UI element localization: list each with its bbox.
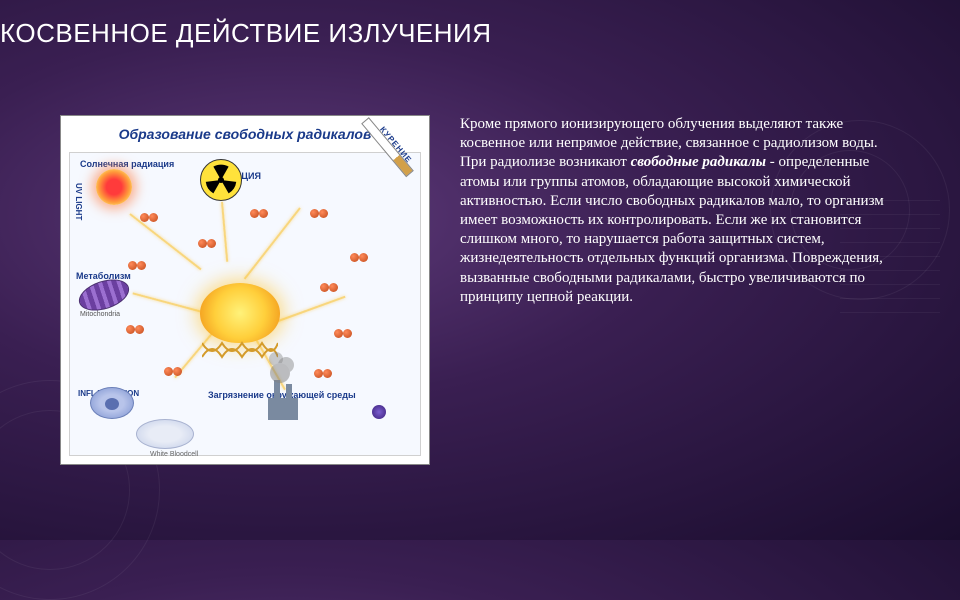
molecule-icon	[350, 253, 368, 263]
white-bloodcell-icon	[136, 419, 194, 449]
molecule-icon	[128, 261, 146, 271]
molecule-icon	[250, 209, 268, 219]
label-mitochondria: Mitochondria	[80, 311, 120, 318]
body-text: Кроме прямого ионизирующего облучения вы…	[460, 115, 900, 465]
uv-dot-icon	[372, 405, 386, 419]
smoke-icon	[270, 363, 290, 383]
burst-icon	[200, 283, 280, 343]
molecule-icon	[320, 283, 338, 293]
ray	[132, 292, 210, 315]
figure-body: Солнечная радиация РАДИАЦИЯ КУРЕНИЕ Мета…	[69, 152, 421, 456]
label-sun: Солнечная радиация	[80, 159, 174, 169]
molecule-icon	[164, 367, 182, 377]
molecule-icon	[334, 329, 352, 339]
molecule-icon	[140, 213, 158, 223]
molecule-icon	[314, 369, 332, 379]
content-row: Образование свободных радикалов Солнечна…	[60, 115, 920, 465]
label-uv: UV LIGHT	[74, 183, 83, 220]
figure-free-radicals: Образование свободных радикалов Солнечна…	[60, 115, 430, 465]
label-white-bloodcell: White Bloodcell	[150, 451, 198, 458]
factory-icon	[268, 398, 298, 420]
dna-icon	[202, 341, 278, 359]
radiation-icon	[200, 159, 242, 201]
ray	[270, 296, 346, 325]
slide-title: КОСВЕННОЕ ДЕЙСТВИЕ ИЗЛУЧЕНИЯ	[0, 18, 492, 49]
ray	[221, 202, 228, 262]
molecule-icon	[126, 325, 144, 335]
molecule-icon	[310, 209, 328, 219]
text-emphasis: свободные радикалы	[631, 154, 766, 170]
text-part2: - определенные атомы или группы атомов, …	[460, 154, 884, 304]
molecule-icon	[198, 239, 216, 249]
sun-icon	[96, 169, 132, 205]
cell-icon	[90, 387, 134, 419]
